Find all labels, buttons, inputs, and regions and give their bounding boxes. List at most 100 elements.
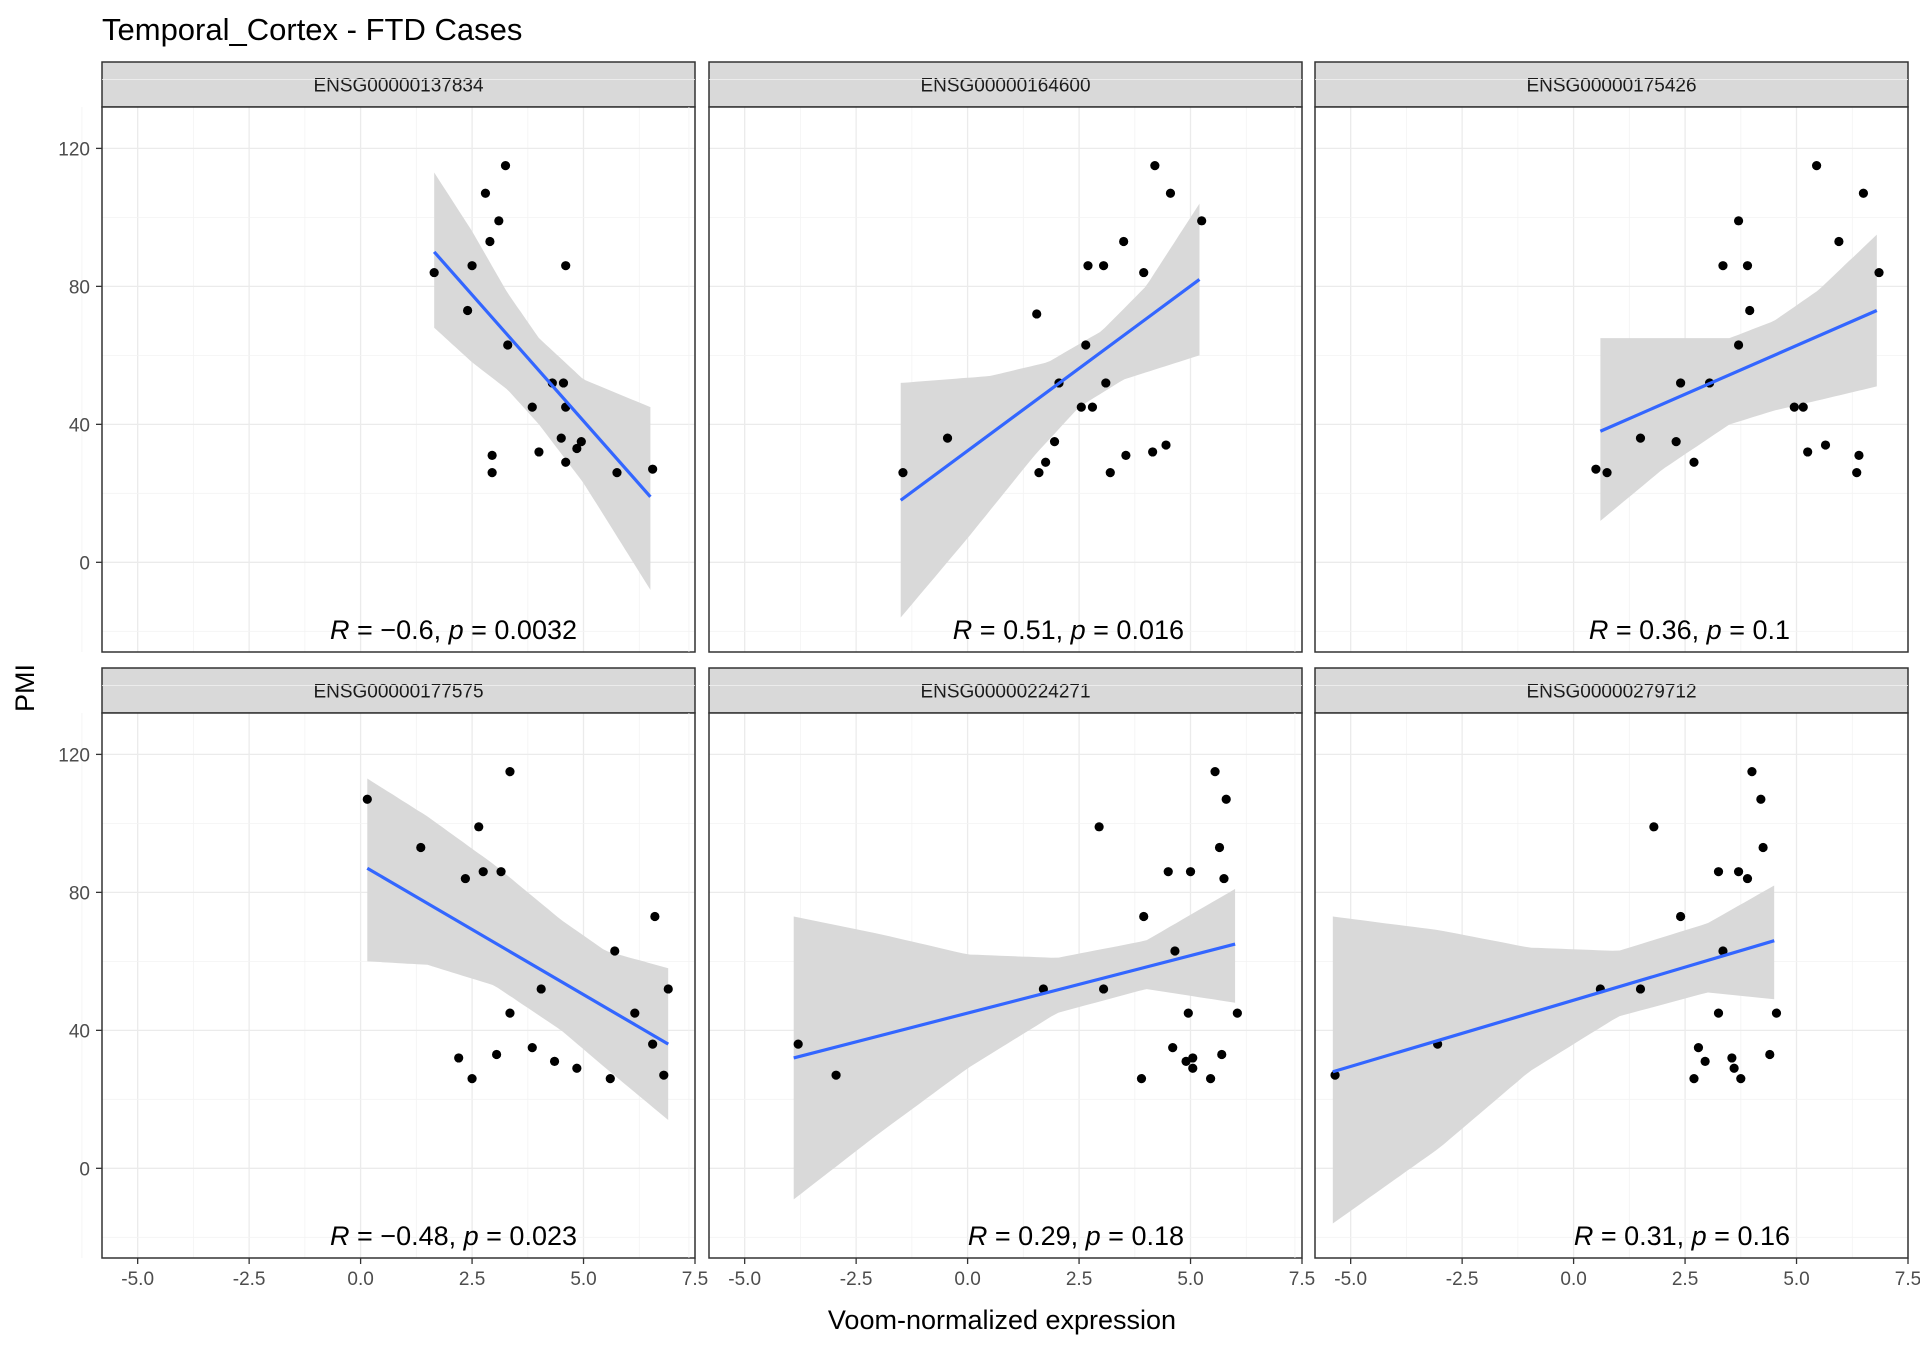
stat-annotation: R = 0.36, p = 0.1: [1589, 615, 1790, 645]
x-axis: -5.0 -2.5 0.0 2.5 5.0 7.5: [121, 1258, 708, 1290]
data-point: [1221, 794, 1231, 804]
panel-border: [101, 106, 696, 653]
y-tick-label: 80: [69, 277, 90, 298]
data-point: [549, 1056, 560, 1066]
data-point: [1076, 402, 1086, 412]
data-point: [1139, 267, 1149, 278]
data-point: [1718, 261, 1728, 271]
data-point: [1185, 867, 1196, 877]
data-point: [1858, 188, 1869, 198]
facet-strip-label: ENSG00000164600: [920, 76, 1090, 97]
y-tick-label: 0: [79, 553, 90, 574]
data-point: [474, 822, 484, 832]
data-point: [1049, 436, 1060, 447]
data-point: [536, 984, 546, 994]
data-point: [942, 433, 953, 443]
panel-border: [708, 106, 1303, 653]
data-point: [1756, 794, 1766, 804]
facet-panel: ENSG00000175426 R = 0.36, p = 0.1: [1294, 61, 1909, 653]
data-point: [1676, 378, 1686, 388]
data-point: [527, 402, 537, 412]
facet-strip: [708, 667, 1303, 714]
x-tick-label: 0.0: [954, 1269, 980, 1290]
facet-strip-label: ENSG00000224271: [920, 682, 1090, 703]
facet-strip-label: ENSG00000137834: [313, 76, 484, 97]
data-point: [1121, 450, 1131, 460]
data-point: [460, 873, 470, 884]
data-point: [1811, 161, 1822, 171]
x-axis-label: Voom-normalized expression: [828, 1305, 1176, 1335]
data-point: [1087, 402, 1098, 412]
data-point: [1742, 873, 1753, 884]
data-point: [1602, 468, 1612, 478]
data-point: [1874, 267, 1884, 278]
data-point: [659, 1070, 669, 1080]
data-points: [898, 161, 1207, 478]
data-point: [1219, 873, 1229, 884]
data-point: [556, 433, 566, 443]
facet-panel: ENSG00000279712 R = 0.31, p = 0.16 -5.0 -2.…: [1294, 667, 1920, 1290]
facet-strip: [708, 61, 1303, 108]
data-point: [1789, 402, 1799, 412]
data-point: [467, 1074, 477, 1084]
panel-border: [1314, 106, 1909, 653]
facet-panel: ENSG00000164600 R = 0.51, p = 0.016: [688, 61, 1303, 653]
data-point: [494, 216, 504, 226]
stat-annotation: R = 0.29, p = 0.18: [968, 1221, 1184, 1251]
data-point: [1771, 1008, 1782, 1018]
x-axis: -5.0 -2.5 0.0 2.5 5.0 7.5: [1334, 1258, 1920, 1290]
chart-title: Temporal_Cortex - FTD Cases: [102, 12, 522, 47]
data-point: [1649, 822, 1659, 832]
data-point: [1713, 867, 1724, 877]
data-point: [1747, 767, 1757, 777]
confidence-ribbon: [1600, 234, 1877, 521]
data-point: [650, 911, 660, 922]
y-tick-label: 80: [69, 883, 90, 904]
y-axis-label: PMI: [10, 664, 40, 712]
x-tick-label: 7.5: [682, 1269, 708, 1290]
data-point: [1032, 309, 1042, 319]
data-point: [487, 450, 497, 460]
x-tick-label: 2.5: [1066, 1269, 1092, 1290]
data-point: [1693, 1042, 1704, 1053]
facet-strip: [1314, 61, 1909, 108]
data-point: [1635, 433, 1646, 443]
data-point: [1852, 468, 1862, 478]
data-point: [663, 984, 673, 994]
data-point: [491, 1049, 502, 1060]
data-point: [416, 842, 426, 853]
data-point: [1038, 984, 1048, 994]
x-tick-label: -5.0: [728, 1269, 761, 1290]
data-point: [1700, 1056, 1710, 1066]
data-point: [1101, 378, 1111, 388]
data-point: [1098, 984, 1109, 994]
data-point: [1854, 450, 1864, 460]
panel-background: [102, 107, 695, 652]
data-point: [1718, 946, 1728, 956]
x-axis: -5.0 -2.5 0.0 2.5 5.0 7.5: [728, 1258, 1315, 1290]
facet-strip-label: ENSG00000279712: [1526, 682, 1696, 703]
x-tick-label: -2.5: [233, 1269, 266, 1290]
data-point: [1150, 161, 1160, 171]
x-tick-label: 5.0: [1783, 1269, 1809, 1290]
data-point: [1733, 340, 1744, 350]
data-point: [487, 468, 497, 478]
regression-line: [432, 250, 652, 498]
x-tick-label: -2.5: [1446, 1269, 1479, 1290]
data-point: [1742, 261, 1753, 271]
data-point: [1676, 911, 1686, 922]
data-point: [1798, 402, 1808, 412]
data-point: [1330, 1070, 1340, 1080]
x-tick-label: 0.0: [1560, 1269, 1586, 1290]
data-point: [1214, 842, 1225, 853]
data-point: [454, 1053, 464, 1063]
y-axis: 0 40 80 120: [58, 139, 102, 574]
data-point: [1098, 261, 1109, 271]
data-point: [1083, 261, 1093, 271]
data-point: [561, 261, 571, 271]
data-point: [1671, 436, 1681, 447]
data-points: [1591, 161, 1884, 478]
x-tick-label: -2.5: [840, 1269, 873, 1290]
data-point: [648, 464, 658, 474]
